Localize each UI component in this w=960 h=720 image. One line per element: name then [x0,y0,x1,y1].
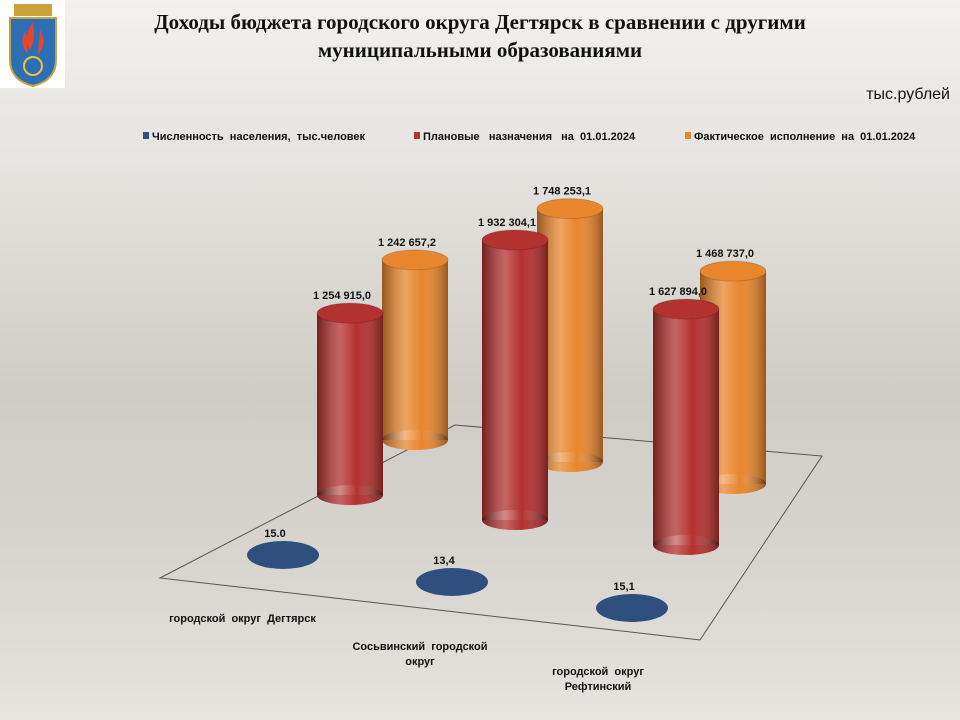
value-label: 1 932 304,1 [478,217,536,229]
value-label: 13,4 [433,555,455,567]
cylinder-top [652,298,720,320]
cylinder-bottom-shade [653,535,719,555]
category-label: городской округ Рефтинский [552,666,647,693]
legend-label: Фактическое исполнение на 01.01.2024 [694,131,916,143]
legend-swatch [143,132,149,139]
disc [596,594,668,622]
category-label: городской округ Дегтярск [169,613,316,625]
legend-swatch [414,132,420,139]
disc [247,541,319,569]
legend-label: Численность населения, тыс.человек [152,131,366,143]
cylinder-shade [653,309,719,545]
cylinder-shade [482,240,548,520]
logo [0,0,65,88]
value-label: 1 468 737,0 [696,248,754,260]
legend-swatch [685,132,691,139]
cylinder-top [481,229,549,251]
disc [416,568,488,596]
cylinder-shade [382,259,448,440]
cylinder-shade [317,313,383,495]
cylinder-bottom-shade [482,510,548,530]
value-label: 1 254 915,0 [313,290,371,302]
value-label: 1 748 253,1 [533,186,591,198]
cylinder-bottom-shade [537,452,603,472]
value-label: 15,1 [613,581,634,593]
category-label: Сосьвинский городской округ [352,641,491,668]
cylinder-top [699,260,767,282]
unit-label: тыс.рублей [866,86,950,103]
legend-label: Плановые назначения на 01.01.2024 [423,131,636,143]
cylinder-top [316,302,384,324]
cylinder-bottom-shade [317,485,383,505]
value-label: 15.0 [264,528,285,540]
cylinder-top [381,249,449,271]
cylinder-top [536,198,604,220]
chart-title: Доходы бюджета городского округа Дегтярс… [154,10,806,62]
value-label: 1 242 657,2 [378,237,436,249]
value-label: 1 627 894,0 [649,286,707,298]
cylinder-bottom-shade [382,430,448,450]
